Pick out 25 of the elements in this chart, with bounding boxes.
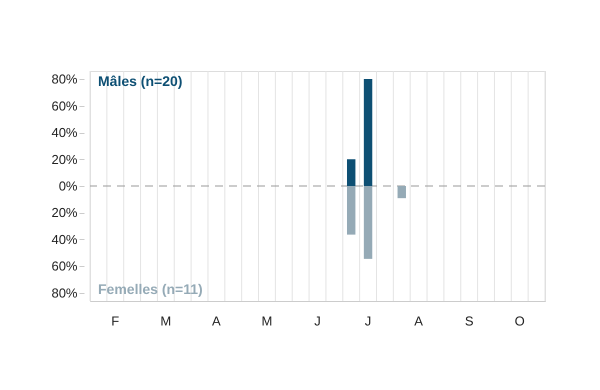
x-tick-label: M: [160, 314, 172, 328]
bar: [398, 186, 406, 198]
x-tick-label: F: [111, 314, 120, 328]
x-tick-label: A: [414, 314, 424, 328]
y-tick-label: 80%: [51, 72, 78, 87]
y-tick-label: 60%: [51, 258, 78, 274]
y-tick-label: 20%: [51, 152, 78, 167]
y-tick-label: 60%: [51, 98, 78, 114]
y-tick-label: 80%: [51, 285, 78, 300]
x-tick-label: O: [514, 314, 525, 328]
x-tick-label: A: [212, 314, 222, 328]
text: Femelles (n=11): [98, 281, 203, 297]
x-tick-label: M: [262, 314, 272, 328]
bar: [364, 79, 372, 186]
x-tick-label: J: [364, 314, 372, 328]
text: Mâles (n=20): [98, 73, 182, 89]
y-tick-label: 0%: [58, 178, 78, 194]
y-tick-label: 40%: [51, 232, 78, 247]
y-tick-label: 40%: [51, 125, 78, 140]
bar: [346, 159, 356, 186]
bar: [364, 186, 372, 259]
y-tick-label: 20%: [51, 205, 78, 220]
x-tick-label: J: [314, 314, 321, 328]
bar: [346, 186, 356, 235]
x-tick-label: S: [464, 314, 474, 328]
